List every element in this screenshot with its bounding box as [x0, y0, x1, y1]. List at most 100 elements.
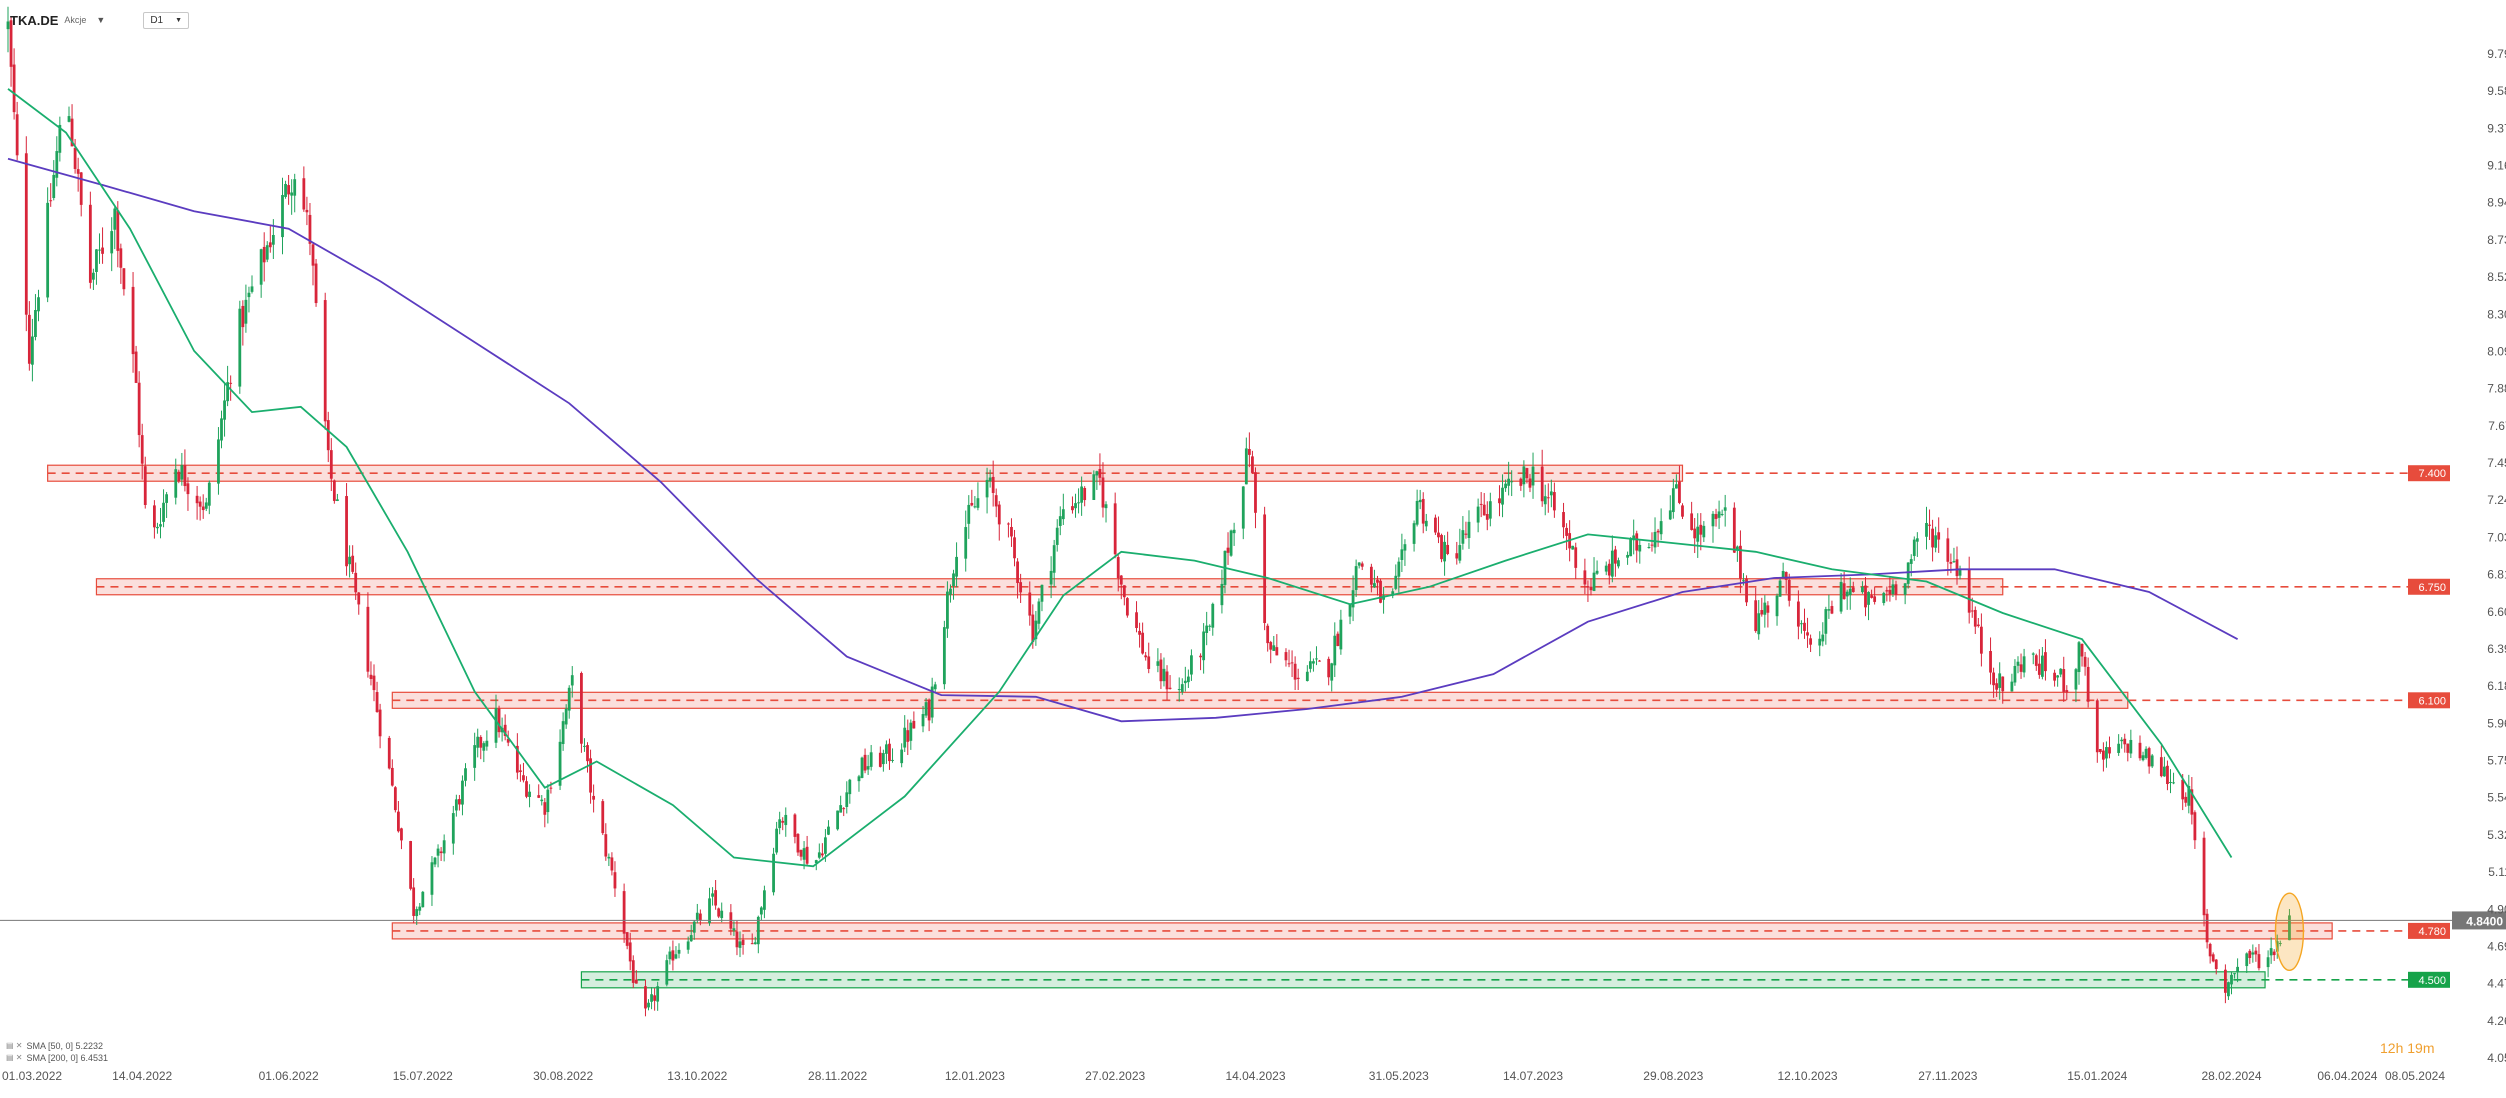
candle-body [1830, 606, 1834, 614]
candle-body [1571, 545, 1575, 550]
symbol-name[interactable]: TKA.DE [10, 12, 59, 28]
candle-body [631, 960, 635, 983]
y-tick-label: 8.5226 [2487, 270, 2506, 284]
candle-body [1763, 602, 1767, 615]
candle-body [824, 837, 827, 854]
candle-body [1061, 509, 1065, 520]
candle-body [1156, 661, 1160, 666]
candle-body [1909, 559, 1913, 564]
candle-body [1912, 539, 1916, 556]
candle-body [1848, 588, 1852, 596]
candle-body [1723, 507, 1727, 511]
candle-body [351, 555, 355, 572]
timeframe-select[interactable]: D1 ▼ [143, 11, 190, 29]
candle-body [772, 853, 775, 893]
candle-body [1275, 647, 1279, 656]
candle-body [796, 833, 800, 853]
candle-body [1760, 610, 1764, 615]
candle-body [1318, 660, 1321, 662]
y-tick-label: 5.5424 [2487, 791, 2506, 805]
candle-body [162, 502, 165, 522]
y-tick-label: 7.4582 [2487, 456, 2506, 470]
candle-body [1781, 570, 1785, 579]
candle-body [1007, 523, 1010, 525]
candle-body [238, 308, 242, 387]
candle-body [522, 775, 525, 781]
candle-body [1498, 498, 1501, 504]
candle-body [1693, 528, 1697, 539]
candle-body [2105, 747, 2108, 759]
legend-item-sma50[interactable]: ▤ ✕ SMA [50, 0] 5.2232 [6, 1040, 108, 1052]
candle-body [1330, 663, 1334, 681]
candle-body [1613, 549, 1617, 564]
candle-body [519, 770, 522, 773]
candle-body [451, 813, 455, 844]
y-tick-label: 4.2652 [2487, 1014, 2506, 1028]
candle-body [1864, 585, 1867, 608]
y-tick-label: 4.0524 [2487, 1051, 2506, 1065]
candle-body [1647, 546, 1651, 548]
candle-body [2108, 747, 2111, 754]
candle-body [1147, 656, 1151, 669]
candle-body [1671, 488, 1675, 513]
x-tick-label: 12.10.2023 [1778, 1069, 1838, 1083]
candle-body [1296, 677, 1300, 680]
candle-body [863, 754, 867, 771]
candle-body [70, 118, 74, 147]
candle-body [390, 767, 394, 786]
y-tick-label: 7.0325 [2487, 530, 2506, 544]
candle-body [1739, 545, 1742, 579]
candle-body [1931, 528, 1934, 548]
candle-body [1232, 529, 1236, 534]
candle-body [1397, 561, 1401, 577]
legend-item-sma200[interactable]: ▤ ✕ SMA [200, 0] 6.4531 [6, 1052, 108, 1064]
symbol-dropdown-icon[interactable]: ▼ [96, 15, 106, 25]
candle-body [869, 752, 873, 767]
candle-body [750, 943, 754, 945]
y-tick-label: 7.2454 [2487, 493, 2506, 507]
candle-body [73, 147, 77, 169]
candle-body [1995, 683, 1999, 690]
candle-body [1254, 472, 1257, 513]
candle-body [2022, 656, 2026, 673]
candle-body [433, 857, 437, 865]
candle-body [1071, 506, 1074, 511]
candle-body [781, 820, 785, 823]
candle-body [1180, 684, 1184, 692]
candle-body [2272, 951, 2276, 956]
candle-body [805, 846, 809, 864]
current-price-line: 4.8400 [0, 911, 2506, 930]
candle-body [549, 787, 553, 789]
candle-body [580, 673, 583, 744]
indicator-settings-icon[interactable]: ▤ ✕ [6, 1041, 23, 1050]
candle-body [1528, 478, 1532, 488]
candle-body [1058, 516, 1062, 526]
candle-body [223, 400, 226, 420]
candle-body [439, 851, 443, 854]
candle-body [479, 736, 483, 748]
candle-body [88, 204, 92, 283]
candle-body [497, 708, 501, 733]
legend-text: SMA [200, 0] 6.4531 [26, 1053, 109, 1063]
level-tag [2408, 465, 2450, 482]
candle-body [1113, 503, 1117, 555]
candle-body [1040, 584, 1044, 602]
candle-body [949, 588, 952, 595]
candle-body [1949, 562, 1953, 564]
candle-body [839, 805, 843, 813]
candle-body [2150, 755, 2154, 767]
indicator-settings-icon[interactable]: ▤ ✕ [6, 1053, 23, 1062]
y-tick-label: 9.1612 [2487, 159, 2506, 173]
candle-body [12, 64, 16, 113]
candle-body [1989, 651, 1992, 673]
candle-body [1787, 579, 1791, 601]
candle-body [2031, 653, 2035, 655]
candle-body [644, 986, 647, 1009]
x-tick-label: 31.05.2023 [1369, 1069, 1429, 1083]
candle-body [970, 502, 974, 506]
candle-body [1711, 513, 1715, 527]
candle-body [802, 848, 806, 860]
highlight-ellipse [2274, 892, 2305, 972]
